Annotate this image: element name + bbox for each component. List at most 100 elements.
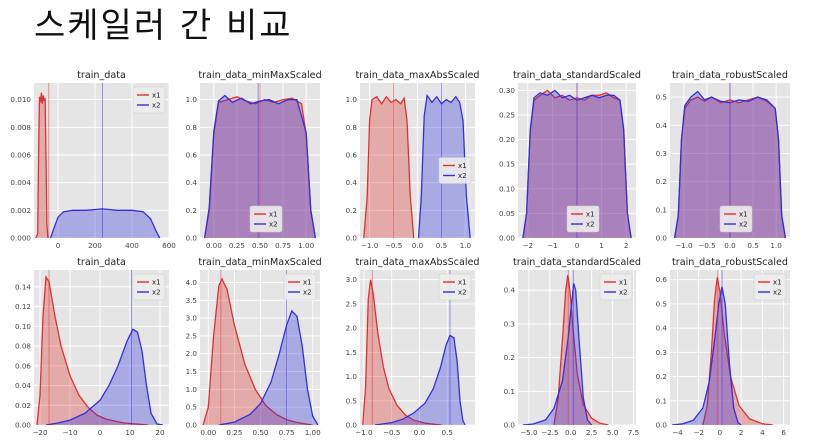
x-tick-label: 10	[125, 428, 135, 437]
y-tick-label: 0.000	[10, 234, 31, 243]
density-area-x1	[554, 275, 609, 425]
y-tick-label: 0.12	[15, 302, 31, 311]
y-tick-label: 1.5	[186, 367, 197, 376]
legend-label-x2: x2	[458, 289, 467, 297]
y-tick-label: 0.5	[346, 396, 357, 405]
x-tick-label: 0.00	[206, 241, 222, 250]
x-tick-label: 5.0	[607, 428, 619, 437]
x-tick-label: 4	[760, 428, 765, 437]
y-tick-label: 0.30	[499, 86, 515, 95]
legend-label-x1: x1	[773, 279, 782, 287]
y-tick-label: 0.008	[10, 123, 31, 132]
legend-label-x2: x2	[152, 102, 161, 110]
chart-title: train_data_robustScaled	[672, 257, 788, 268]
x-tick-label: 0.25	[229, 241, 245, 250]
chart-panel: 0.0 0.2 0.4 0.6 0.8 1.0 0.00 0.25 0.50 0.75 1.00 tr…	[186, 70, 322, 250]
chart-panel: 0.0 0.2 0.4 0.6 0.8 1.0 −1.0 −0.5 0.0 0.5 1.0 train…	[346, 70, 480, 250]
y-tick-label: 0.0	[504, 421, 516, 430]
y-tick-label: 1.0	[346, 95, 358, 104]
density-area-x2	[523, 283, 592, 425]
density-line-x2	[374, 334, 466, 425]
x-tick-label: −1.0	[355, 428, 373, 437]
x-tick-label: 0.50	[253, 428, 269, 437]
y-tick-label: 3.0	[186, 314, 198, 323]
y-tick-label: 0.3	[656, 149, 667, 158]
legend-box	[132, 86, 166, 114]
x-tick-label: 0.0	[414, 428, 426, 437]
y-tick-label: 0.1	[504, 387, 515, 396]
legend-label-x2: x2	[773, 289, 782, 297]
y-tick-label: 0.08	[15, 342, 31, 351]
legend-label-x1: x1	[739, 211, 748, 219]
x-tick-label: 0	[575, 241, 580, 250]
y-tick-label: 0.0	[346, 234, 358, 243]
y-tick-label: 0.004	[10, 178, 31, 187]
legend-label-x2: x2	[586, 221, 595, 229]
x-tick-label: 0.75	[279, 428, 295, 437]
x-tick-label: 0	[718, 428, 723, 437]
x-tick-label: 1.00	[298, 241, 314, 250]
y-tick-label: 0.00	[499, 234, 515, 243]
x-tick-label: 1.0	[770, 241, 782, 250]
y-tick-label: 3.0	[346, 275, 358, 284]
chart-title: train_data_minMaxScaled	[198, 257, 321, 268]
x-tick-label: −0.5	[383, 428, 400, 437]
x-tick-label: 2.5	[586, 428, 597, 437]
x-tick-label: 1.00	[305, 428, 321, 437]
y-tick-label: 0.2	[346, 206, 357, 215]
y-tick-label: 1.0	[186, 385, 198, 394]
legend-label-x1: x1	[152, 92, 161, 100]
chart-panel: 0.0 0.5 1.0 1.5 2.0 2.5 3.0 3.5 4.0 0.00 0.25 0.50 0…	[186, 257, 322, 437]
chart-panel: 0.0 0.1 0.2 0.3 0.4 −5.0 −2.5 0.0 2.5 5.0 7.5 train…	[504, 257, 641, 437]
y-tick-label: 0.06	[15, 361, 31, 370]
page-title: 스케일러 간 비교	[34, 6, 293, 46]
y-tick-label: 0.4	[504, 286, 516, 295]
density-area-x2	[375, 335, 465, 425]
density-area-x2	[50, 208, 160, 238]
y-tick-label: 0.20	[499, 135, 515, 144]
x-tick-label: 0	[98, 428, 103, 437]
y-tick-label: 1.0	[186, 95, 198, 104]
y-tick-label: 0.010	[10, 95, 31, 104]
y-tick-label: 0.0	[186, 234, 198, 243]
y-tick-label: 0.8	[186, 123, 198, 132]
legend-box	[753, 273, 787, 301]
y-tick-label: 0.2	[186, 206, 197, 215]
y-tick-label: 0.4	[346, 178, 358, 187]
legend-box	[283, 273, 317, 301]
legend-box	[599, 273, 633, 301]
y-tick-label: 0.25	[499, 110, 515, 119]
legend-box	[566, 205, 600, 233]
density-area-x1	[362, 279, 442, 425]
x-tick-label: 0.50	[252, 241, 268, 250]
legend-label-x1: x1	[458, 162, 467, 170]
density-area-x1	[35, 92, 48, 238]
y-tick-label: 0.3	[504, 319, 515, 328]
y-tick-label: 0.6	[186, 150, 198, 159]
y-tick-label: 2.0	[346, 324, 358, 333]
x-tick-label: −2	[693, 428, 704, 437]
density-area-x1	[203, 278, 313, 425]
x-tick-label: 2	[739, 428, 744, 437]
chart-title: train_data_minMaxScaled	[198, 70, 321, 81]
y-tick-label: 1.0	[346, 372, 358, 381]
x-tick-label: 200	[88, 241, 102, 250]
x-tick-label: 7.5	[628, 428, 639, 437]
x-tick-label: −4	[672, 428, 683, 437]
chart-title: train_data	[77, 257, 126, 268]
chart-panel: 0.0 0.1 0.2 0.3 0.4 0.5 0.6 −4 −2 0 2 4 6 train_data_…	[656, 257, 790, 437]
y-tick-label: 0.02	[15, 401, 31, 410]
x-tick-label: 0.75	[275, 241, 291, 250]
y-tick-label: 0.0	[346, 421, 358, 430]
y-tick-label: 0.10	[499, 184, 515, 193]
y-tick-label: 0.5	[656, 93, 667, 102]
density-line-x2	[417, 93, 471, 238]
density-line-x2	[672, 286, 742, 425]
y-tick-label: 0.4	[656, 121, 668, 130]
chart-panel: 0.0 0.1 0.2 0.3 0.4 0.5 −1.0 −0.5 0.0 0.5 1.0 train…	[656, 70, 790, 250]
y-tick-label: 0.8	[346, 123, 358, 132]
